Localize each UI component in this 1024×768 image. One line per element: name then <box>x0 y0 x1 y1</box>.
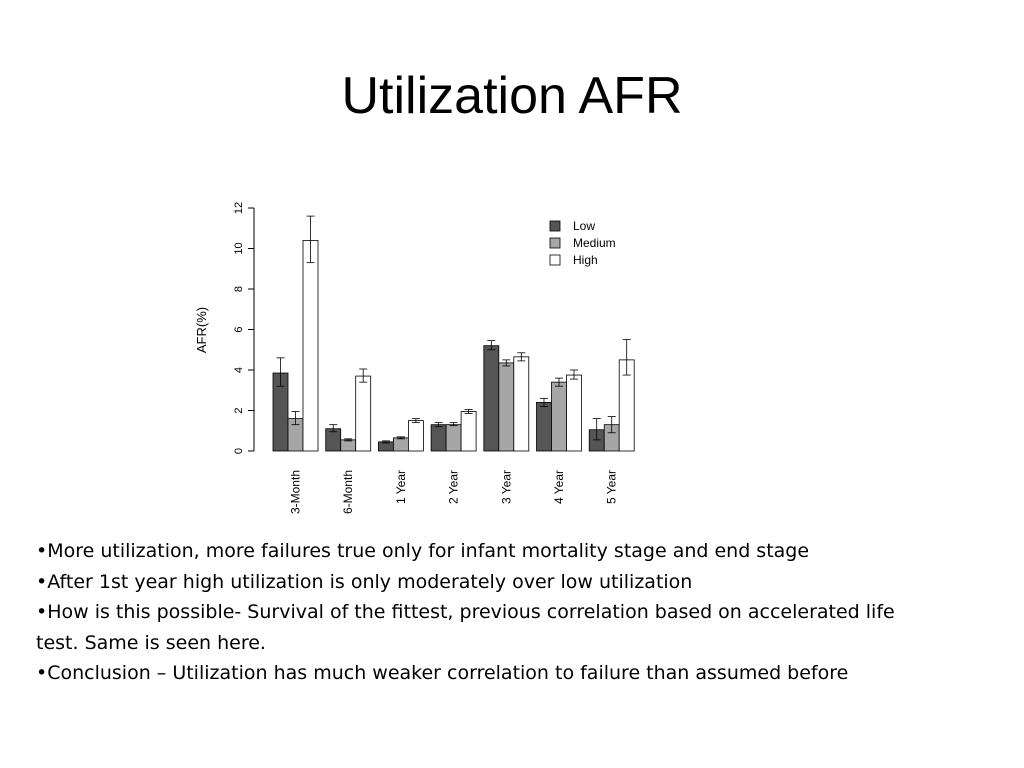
slide-title: Utilization AFR <box>341 67 683 125</box>
bullet-item: •More utilization, more failures true on… <box>36 540 810 562</box>
x-tick-label: 3 Year <box>499 470 513 504</box>
bar <box>407 420 424 452</box>
bars <box>272 215 635 452</box>
y-axis-label: AFR(%) <box>194 307 209 353</box>
bar <box>302 239 319 452</box>
afr-bar-chart: 0 2 4 6 8 10 12 3-Month 6-Month 1 Year 2 Year 3 Ye… <box>194 202 635 514</box>
bullet-list: •More utilization, more failures true on… <box>36 536 936 689</box>
bar <box>483 345 500 452</box>
legend-swatch <box>549 220 561 232</box>
y-tick-label: 4 <box>233 367 245 373</box>
y-tick-label: 2 <box>233 407 245 413</box>
bar <box>566 374 582 452</box>
bar <box>498 362 515 452</box>
x-axis-labels: 3-Month 6-Month 1 Year 2 Year 3 Year 4 Year 5 … <box>289 470 619 514</box>
y-tick-label: 6 <box>233 326 245 332</box>
bar <box>445 424 462 452</box>
legend-swatch <box>549 254 561 266</box>
x-tick-label: 5 Year <box>605 470 619 504</box>
bar <box>392 437 409 452</box>
legend-label: Medium <box>573 236 616 250</box>
legend-label: High <box>573 253 598 267</box>
legend: Low Medium High <box>549 219 616 267</box>
x-tick-label: 6-Month <box>341 470 355 514</box>
y-tick-label: 0 <box>233 448 245 454</box>
y-axis: 0 2 4 6 8 10 12 <box>233 202 255 454</box>
x-tick-label: 1 Year <box>394 470 408 504</box>
y-tick-label: 10 <box>233 242 245 254</box>
legend-label: Low <box>573 219 595 233</box>
y-tick-label: 8 <box>233 286 245 292</box>
bar <box>340 439 357 452</box>
legend-swatch <box>549 237 561 249</box>
bullet-item: •After 1st year high utilization is only… <box>36 570 693 593</box>
bar <box>536 401 552 452</box>
x-tick-label: 4 Year <box>552 470 566 504</box>
x-tick-label: 2 Year <box>447 470 461 504</box>
bullet-item: •How is this possible- Survival of the f… <box>36 601 895 654</box>
x-tick-label: 3-Month <box>289 470 303 514</box>
bar <box>460 411 477 452</box>
bar <box>430 424 447 452</box>
bar <box>513 356 530 452</box>
bar <box>551 381 567 452</box>
bullet-item: •Conclusion – Utilization has much weake… <box>36 662 849 684</box>
y-tick-label: 12 <box>233 202 245 214</box>
bar <box>355 375 372 452</box>
